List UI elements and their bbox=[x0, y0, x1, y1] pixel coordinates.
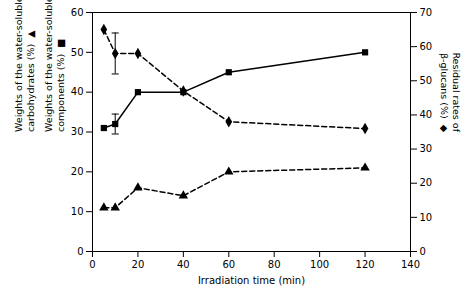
svg-text:20: 20 bbox=[132, 259, 145, 270]
svg-text:50: 50 bbox=[420, 75, 433, 86]
svg-text:20: 20 bbox=[71, 166, 84, 177]
svg-text:70: 70 bbox=[420, 7, 433, 18]
svg-text:10: 10 bbox=[420, 212, 433, 223]
svg-text:40: 40 bbox=[420, 109, 433, 120]
svg-text:Weights of the water-solubleco: Weights of the water-solublecomponents (… bbox=[43, 0, 65, 132]
svg-text:0: 0 bbox=[89, 259, 95, 270]
svg-text:80: 80 bbox=[268, 259, 281, 270]
svg-text:140: 140 bbox=[401, 259, 420, 270]
svg-text:40: 40 bbox=[71, 86, 84, 97]
svg-text:50: 50 bbox=[71, 47, 84, 58]
svg-text:60: 60 bbox=[71, 7, 84, 18]
svg-text:Residual rates ofβ-glucans (%): Residual rates ofβ-glucans (%) ◆ bbox=[439, 52, 461, 132]
svg-text:30: 30 bbox=[71, 126, 84, 137]
svg-text:10: 10 bbox=[71, 206, 84, 217]
svg-text:Weights of the water-solubleca: Weights of the water-solublecarbohydrate… bbox=[13, 0, 35, 132]
svg-text:Irradiation time (min): Irradiation time (min) bbox=[198, 275, 305, 286]
svg-text:0: 0 bbox=[77, 246, 83, 257]
svg-text:60: 60 bbox=[420, 41, 433, 52]
svg-text:0: 0 bbox=[420, 246, 426, 257]
svg-text:30: 30 bbox=[420, 143, 433, 154]
svg-text:60: 60 bbox=[222, 259, 235, 270]
svg-text:100: 100 bbox=[310, 259, 329, 270]
svg-text:40: 40 bbox=[177, 259, 190, 270]
svg-text:120: 120 bbox=[356, 259, 375, 270]
svg-text:20: 20 bbox=[420, 177, 433, 188]
